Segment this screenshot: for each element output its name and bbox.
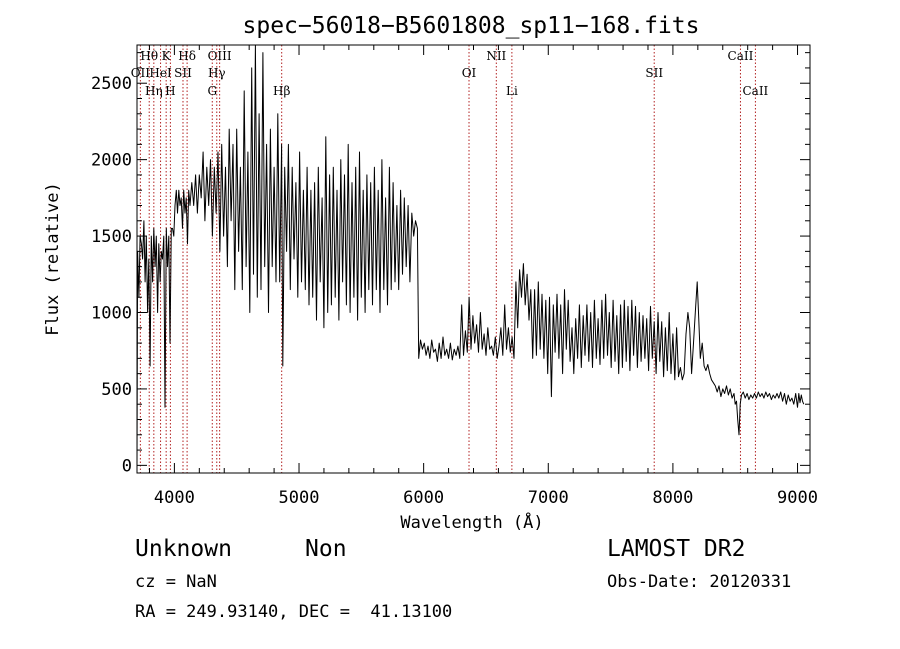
y-tick-label: 500 <box>101 380 132 400</box>
object-subclass: Non <box>305 536 347 562</box>
redshift-value: cz = NaN <box>135 572 217 592</box>
line-marker-label: OIII <box>208 49 232 63</box>
plot-frame <box>136 44 811 474</box>
line-marker-label: CaII <box>728 49 754 63</box>
line-marker-label: Hγ <box>208 66 226 80</box>
x-tick-label: 4000 <box>154 488 195 508</box>
x-tick-label: 6000 <box>403 488 444 508</box>
survey-name: LAMOST DR2 <box>607 536 746 562</box>
object-class: Unknown <box>135 536 232 562</box>
line-marker-label: Hη <box>145 84 163 98</box>
line-marker-label: CaII <box>742 84 768 98</box>
y-tick-label: 2000 <box>91 151 132 171</box>
line-marker-label: K <box>162 49 172 63</box>
y-tick-label: 2500 <box>91 74 132 94</box>
line-marker-label: OI <box>462 66 477 80</box>
line-marker-label: Hβ <box>273 84 290 98</box>
obs-date: Obs-Date: 20120331 <box>607 572 792 592</box>
x-tick-label: 7000 <box>528 488 569 508</box>
line-marker-label: NII <box>486 49 506 63</box>
x-axis-label: Wavelength (Å) <box>400 511 543 533</box>
line-marker-label: SII <box>645 66 663 80</box>
chart-title: spec−56018−B5601808_sp11−168.fits <box>243 13 700 39</box>
y-tick-label: 1000 <box>91 304 132 324</box>
spectrum-line-0 <box>136 44 805 466</box>
line-marker-label: G <box>207 84 217 98</box>
line-marker-label: SII <box>174 66 192 80</box>
y-tick-label: 1500 <box>91 227 132 247</box>
line-marker-label: Hθ <box>140 49 158 63</box>
spectrum-series <box>136 44 805 466</box>
line-marker-label: HeI <box>149 66 172 80</box>
x-tick-label: 9000 <box>777 488 818 508</box>
y-tick-label: 0 <box>122 456 132 476</box>
line-marker-label: Li <box>506 84 518 98</box>
axes: 4000 5000 6000 7000 8000 9000 0 500 1000 1500 2000… <box>91 44 818 508</box>
x-tick-label: 8000 <box>652 488 693 508</box>
y-axis-label: Flux (relative) <box>43 182 63 336</box>
coordinates: RA = 249.93140, DEC = 41.13100 <box>135 602 453 622</box>
line-marker-label: H <box>165 84 175 98</box>
x-tick-label: 5000 <box>279 488 320 508</box>
line-marker-label: Hδ <box>178 49 196 63</box>
line-marker-label: OII <box>131 66 151 80</box>
